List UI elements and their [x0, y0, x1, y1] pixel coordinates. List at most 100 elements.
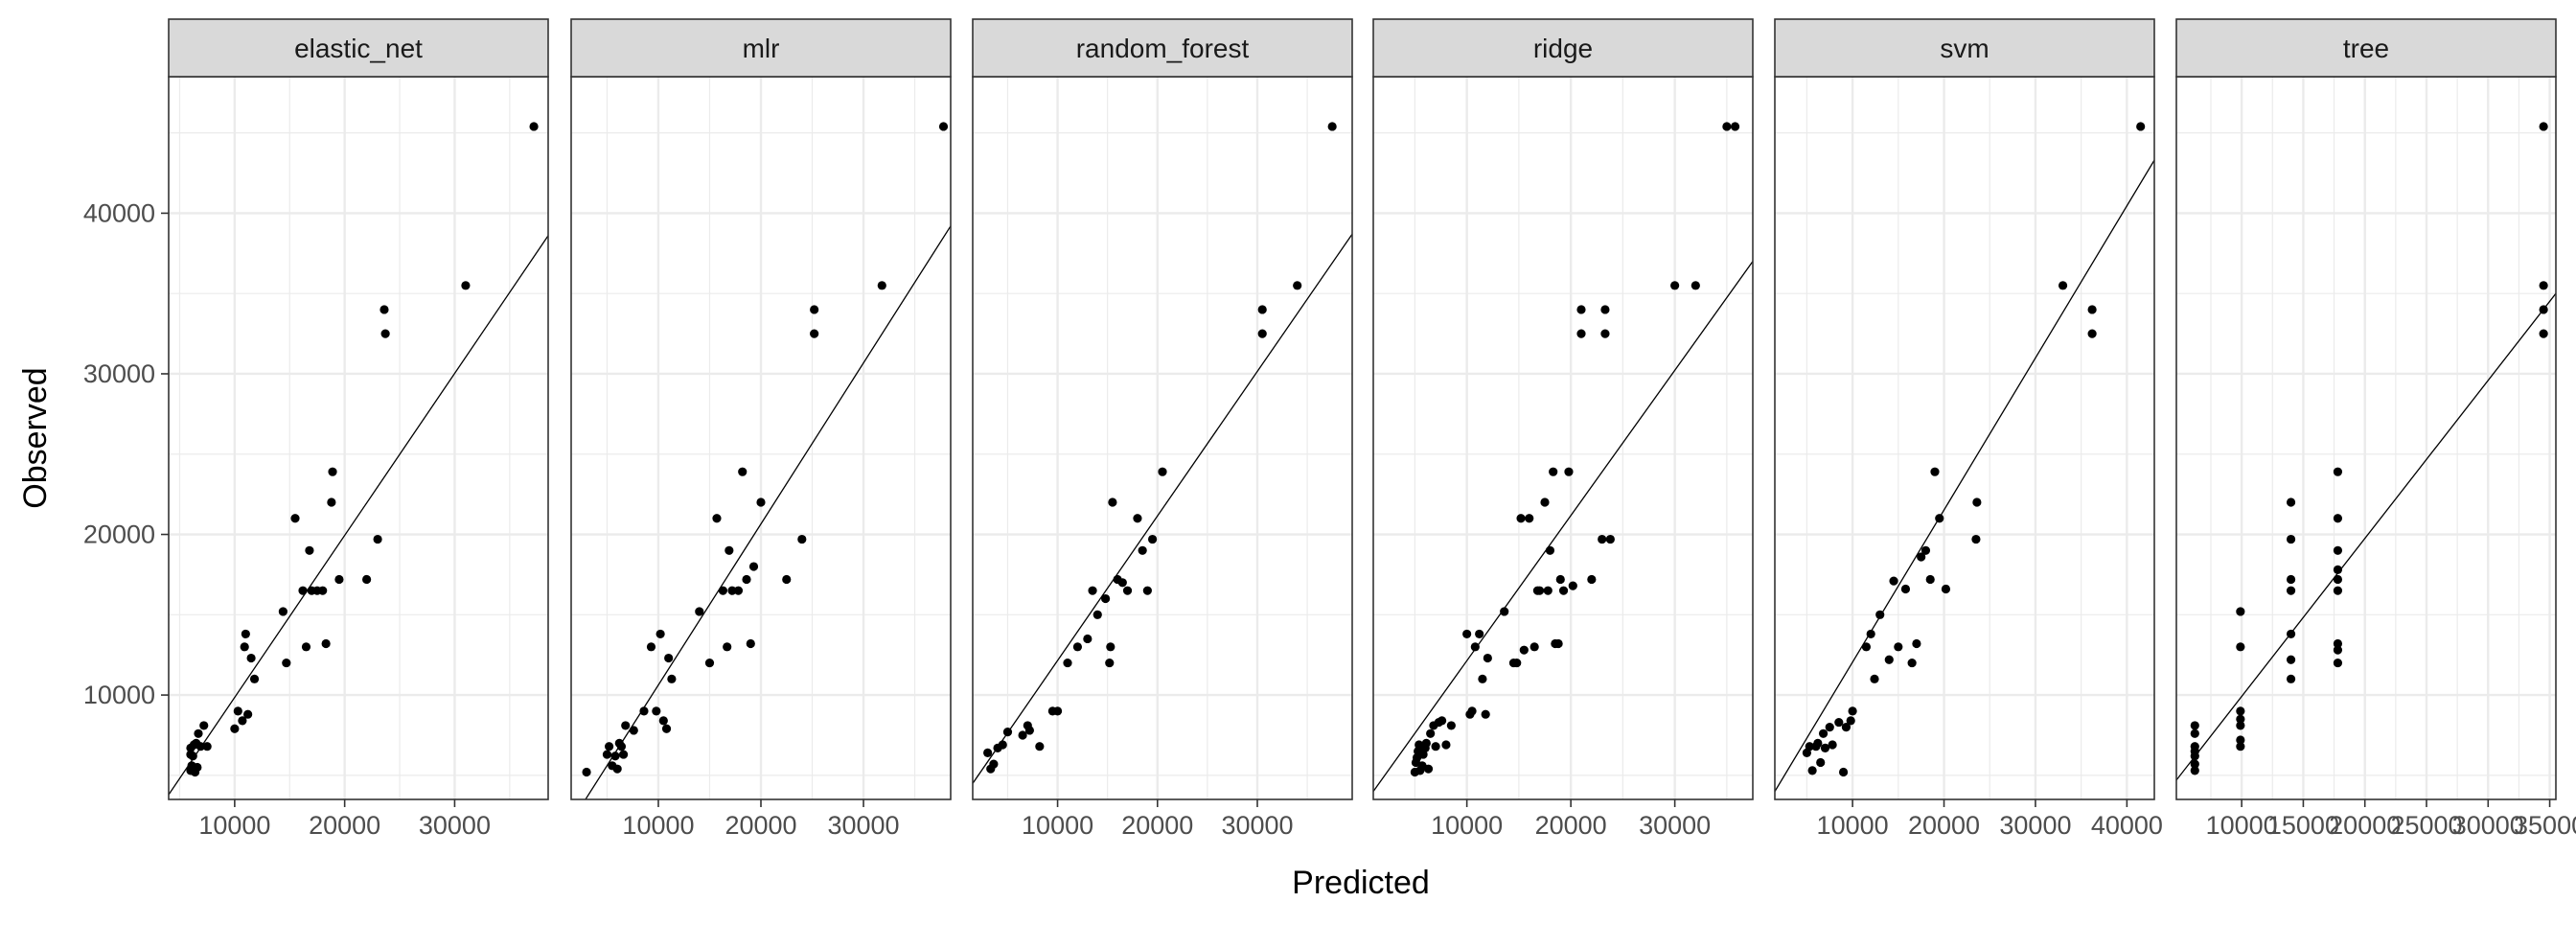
- data-point: [1828, 740, 1837, 750]
- data-point: [188, 752, 197, 761]
- facet-panel-svm: svm 10000 20000 30000 40000: [1774, 18, 2163, 840]
- data-point: [2236, 735, 2245, 745]
- data-point: [2286, 497, 2296, 507]
- data-point: [646, 642, 656, 652]
- data-point: [2333, 467, 2343, 476]
- data-point: [639, 706, 649, 716]
- data-point: [1818, 728, 1828, 738]
- data-point: [2286, 674, 2296, 683]
- data-point: [2286, 629, 2296, 639]
- x-tick-label: 30000: [827, 811, 899, 840]
- data-point: [1133, 514, 1142, 523]
- data-point: [1438, 716, 1447, 726]
- data-point: [1825, 723, 1834, 732]
- data-point: [756, 497, 766, 507]
- data-point: [1092, 610, 1102, 619]
- data-point: [727, 586, 737, 595]
- data-point: [1941, 584, 1951, 594]
- data-point: [1576, 305, 1586, 314]
- data-point: [2236, 742, 2245, 752]
- data-point: [1293, 281, 1302, 290]
- data-point: [1555, 574, 1565, 585]
- data-point: [704, 658, 715, 668]
- data-point: [1088, 586, 1097, 595]
- data-point: [529, 122, 539, 131]
- data-point: [1690, 281, 1700, 290]
- x-tick-label: 10000: [1431, 811, 1503, 840]
- data-point: [1530, 642, 1539, 652]
- data-point: [1101, 593, 1111, 604]
- data-point: [1327, 122, 1337, 131]
- data-point: [230, 724, 240, 733]
- facet-strip: [1774, 18, 2155, 78]
- data-point: [1483, 653, 1492, 663]
- data-point: [2087, 329, 2097, 338]
- x-tick-label: 10000: [622, 811, 694, 840]
- data-point: [2539, 305, 2548, 314]
- data-point: [1072, 642, 1083, 652]
- data-point: [1605, 534, 1615, 544]
- data-point: [233, 706, 242, 716]
- data-point: [2333, 514, 2343, 523]
- fit-line: [973, 233, 1352, 784]
- data-point: [298, 586, 308, 595]
- panel-plot-area: [169, 77, 548, 799]
- data-point: [2286, 586, 2296, 595]
- data-point: [998, 740, 1007, 750]
- data-point: [2136, 122, 2146, 131]
- data-point: [742, 574, 751, 585]
- data-point: [1147, 534, 1158, 544]
- data-point: [1035, 742, 1045, 752]
- data-point: [1920, 545, 1931, 555]
- x-tick-label: 20000: [724, 811, 796, 840]
- facet-strip: [168, 18, 549, 78]
- data-point: [1516, 514, 1526, 523]
- data-point: [1889, 576, 1898, 586]
- data-point: [202, 742, 212, 752]
- y-tick-label: 10000: [83, 681, 155, 709]
- data-point: [2333, 645, 2343, 655]
- x-tick-label: 20000: [2329, 811, 2401, 840]
- data-point: [241, 629, 250, 639]
- data-point: [2539, 329, 2548, 338]
- data-point: [1670, 281, 1680, 290]
- data-point: [1446, 721, 1456, 730]
- data-point: [1917, 552, 1926, 562]
- x-tick-label: 25000: [2390, 811, 2462, 840]
- data-point: [290, 514, 300, 523]
- facet-strip: [1372, 18, 1754, 78]
- data-point: [724, 545, 734, 555]
- data-point: [602, 750, 612, 759]
- fit-line: [169, 235, 548, 796]
- y-tick-label: 40000: [83, 198, 155, 227]
- data-point: [605, 742, 614, 752]
- data-point: [1540, 497, 1550, 507]
- facet-panel-random_forest: random_forest 10000 20000 30000: [972, 18, 1353, 840]
- x-tick-label: 10000: [198, 811, 270, 840]
- data-point: [1971, 534, 1981, 544]
- data-point: [610, 752, 620, 761]
- data-point: [2190, 766, 2199, 775]
- data-point: [196, 742, 205, 752]
- y-tick-label: 20000: [83, 520, 155, 549]
- data-point: [328, 467, 337, 476]
- facet-panel-ridge: ridge 10000 20000 30000: [1372, 18, 1754, 840]
- panel-plot-area: [973, 77, 1352, 799]
- data-point: [718, 586, 728, 595]
- facet-panel-elastic_net: elastic_net 10000 20000 30000: [168, 18, 549, 840]
- x-tick-label: 40000: [2091, 811, 2163, 840]
- data-point: [1462, 629, 1472, 639]
- data-point: [1894, 642, 1903, 652]
- data-point: [1052, 706, 1063, 716]
- data-point: [1816, 757, 1826, 768]
- data-point: [461, 281, 471, 290]
- panel-background: [973, 77, 1352, 799]
- data-point: [305, 545, 314, 555]
- data-point: [2236, 721, 2245, 730]
- data-point: [656, 629, 665, 639]
- data-point: [1900, 584, 1911, 594]
- data-point: [810, 329, 819, 338]
- x-tick-label: 10000: [1022, 811, 1093, 840]
- data-point: [2190, 742, 2199, 752]
- x-tick-label: 35000: [2514, 811, 2576, 840]
